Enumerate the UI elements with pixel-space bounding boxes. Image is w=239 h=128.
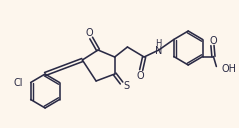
Text: O: O (136, 71, 144, 81)
Text: N: N (155, 46, 163, 56)
Text: O: O (210, 35, 217, 45)
Text: O: O (85, 28, 93, 38)
Text: OH: OH (221, 65, 236, 74)
Text: S: S (123, 81, 130, 91)
Text: H: H (156, 39, 162, 47)
Text: Cl: Cl (13, 77, 23, 88)
